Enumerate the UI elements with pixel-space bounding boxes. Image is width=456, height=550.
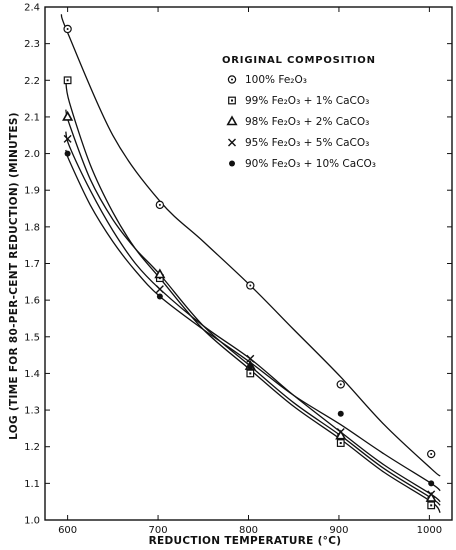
- data-point-s5: [64, 150, 71, 157]
- y-tick-label: 2.1: [24, 112, 40, 123]
- y-tick-label: 1.9: [24, 186, 40, 197]
- legend-marker: [228, 96, 236, 105]
- data-point-s5: [247, 363, 254, 370]
- series-line-5: [65, 149, 441, 492]
- legend-label: 90% Fe₂O₃ + 10% CaCO₃: [245, 158, 376, 170]
- y-tick-label: 1.7: [24, 259, 40, 270]
- y-tick-label: 1.5: [24, 332, 40, 343]
- y-tick-label: 1.0: [24, 516, 40, 527]
- y-tick-label: 2.4: [24, 3, 40, 14]
- data-point-s4: [427, 490, 436, 499]
- legend-marker: [228, 138, 236, 147]
- legend-item-5: 90% Fe₂O₃ + 10% CaCO₃: [229, 158, 376, 170]
- y-axis-ticks: 1.0 1.1 1.2 1.3 1.4 1.5 1.6 1.7 1.8 1.9 2.0 2.1 2.2 2…: [24, 3, 452, 527]
- legend-item-4: 95% Fe₂O₃ + 5% CaCO₃: [228, 137, 369, 149]
- data-point-s3: [62, 110, 74, 121]
- legend-label: 100% Fe₂O₃: [245, 74, 307, 86]
- x-tick-label: 600: [58, 525, 77, 536]
- y-tick-label: 1.4: [24, 369, 40, 380]
- series-curves: [60, 14, 441, 514]
- y-tick-label: 2.3: [24, 39, 40, 50]
- data-point-s4: [336, 428, 345, 437]
- legend-item-2: 99% Fe₂O₃ + 1% CaCO₃: [228, 95, 369, 107]
- data-point-s2: [427, 501, 436, 510]
- data-point-s1: [426, 449, 436, 459]
- y-tick-label: 1.8: [24, 222, 40, 233]
- legend-marker: [227, 75, 237, 84]
- data-point-s2: [63, 76, 72, 85]
- legend-item-1: 100% Fe₂O₃: [227, 74, 307, 86]
- data-point-s1: [63, 24, 72, 34]
- y-tick-label: 1.6: [24, 296, 40, 307]
- y-tick-label: 1.2: [24, 442, 40, 453]
- y-tick-label: 2.2: [24, 76, 40, 87]
- data-point-s2: [246, 369, 255, 378]
- x-tick-label: 800: [239, 525, 258, 536]
- legend-label: 99% Fe₂O₃ + 1% CaCO₃: [245, 95, 369, 107]
- x-tick-label: 1000: [417, 525, 442, 536]
- data-point-s2: [336, 439, 345, 447]
- data-point-s4: [63, 134, 72, 143]
- x-tick-label: 900: [329, 525, 348, 536]
- data-point-s4: [246, 354, 255, 363]
- data-point-s5: [156, 293, 163, 300]
- series-line-4: [65, 131, 441, 503]
- legend-title: ORIGINAL COMPOSITION: [222, 55, 376, 66]
- legend-label: 98% Fe₂O₃ + 2% CaCO₃: [245, 116, 369, 128]
- x-tick-label: 700: [149, 525, 168, 536]
- legend: ORIGINAL COMPOSITION 100% Fe₂O₃ 99% Fe₂O₃…: [222, 55, 376, 170]
- y-tick-label: 2.0: [24, 149, 40, 160]
- x-axis-label: REDUCTION TEMPERATURE (°C): [149, 535, 342, 547]
- legend-marker: [226, 115, 238, 126]
- y-tick-label: 1.1: [24, 479, 40, 490]
- y-tick-label: 1.3: [24, 406, 40, 417]
- data-point-s5: [337, 410, 344, 417]
- data-point-s1: [246, 281, 255, 290]
- legend-label: 95% Fe₂O₃ + 5% CaCO₃: [245, 137, 369, 149]
- legend-marker: [229, 160, 235, 167]
- data-point-s4: [155, 285, 164, 294]
- y-axis-label: LOG (TIME FOR 80-PER-CENT REDUCTION) (MI…: [8, 112, 20, 440]
- x-axis-ticks: 600 700 800 900 1000: [58, 7, 442, 536]
- data-point-s1: [336, 380, 345, 389]
- data-point-s3: [154, 268, 166, 279]
- data-point-s1: [155, 200, 165, 210]
- legend-item-3: 98% Fe₂O₃ + 2% CaCO₃: [226, 115, 369, 128]
- series-markers: [62, 24, 437, 510]
- data-point-s5: [428, 480, 435, 487]
